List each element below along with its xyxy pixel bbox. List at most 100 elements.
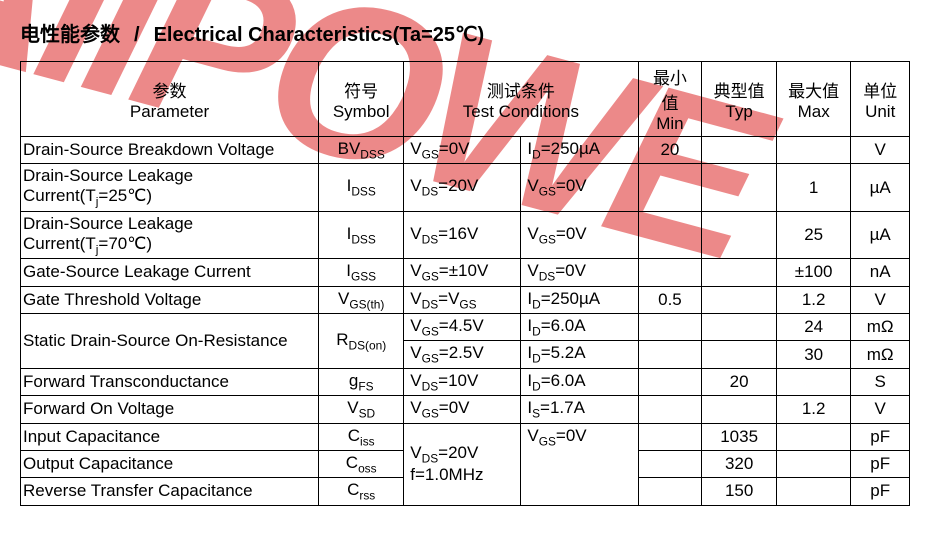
heading-en: Electrical Characteristics(Ta=25℃) xyxy=(154,22,485,47)
min-cell xyxy=(638,396,702,423)
symbol-cell: BVDSS xyxy=(319,137,404,164)
heading-cn: 电性能参数 xyxy=(20,18,120,47)
unit-cell: µA xyxy=(851,164,910,211)
col-test-conditions: 测试条件Test Conditions xyxy=(404,62,638,137)
table-header-row: 参数Parameter 符号Symbol 测试条件Test Conditions… xyxy=(21,62,910,137)
parameter-cell: Static Drain-Source On-Resistance xyxy=(21,313,319,368)
symbol-cell: RDS(on) xyxy=(319,313,404,368)
tc-cell: VGS=2.5V xyxy=(404,341,521,368)
max-cell xyxy=(776,478,851,505)
symbol-cell: IDSS xyxy=(319,211,404,258)
min-cell xyxy=(638,368,702,395)
electrical-characteristics-table: 参数Parameter 符号Symbol 测试条件Test Conditions… xyxy=(20,61,910,506)
tc-cell: ID=6.0A xyxy=(521,313,638,340)
table-row: Gate-Source Leakage Current IGSS VGS=±10… xyxy=(21,259,910,286)
parameter-cell: Gate Threshold Voltage xyxy=(21,286,319,313)
min-cell xyxy=(638,313,702,340)
typ-cell xyxy=(702,211,777,258)
heading-slash: / xyxy=(134,24,140,47)
min-cell: 20 xyxy=(638,137,702,164)
max-cell xyxy=(776,137,851,164)
col-typ: 典型值Typ xyxy=(702,62,777,137)
parameter-cell: Forward Transconductance xyxy=(21,368,319,395)
tc-cell: VGS=0V xyxy=(521,211,638,258)
parameter-cell: Gate-Source Leakage Current xyxy=(21,259,319,286)
min-cell xyxy=(638,164,702,211)
max-cell: 1.2 xyxy=(776,396,851,423)
typ-cell xyxy=(702,341,777,368)
unit-cell: V xyxy=(851,396,910,423)
symbol-cell: Coss xyxy=(319,450,404,477)
unit-cell: mΩ xyxy=(851,313,910,340)
tc-cell: VDS=20V f=1.0MHz xyxy=(404,423,521,505)
tc-cell: VDS=16V xyxy=(404,211,521,258)
tc-cell: IS=1.7A xyxy=(521,396,638,423)
table-row: Drain-Source Breakdown Voltage BVDSS VGS… xyxy=(21,137,910,164)
col-max: 最大值Max xyxy=(776,62,851,137)
symbol-cell: IGSS xyxy=(319,259,404,286)
unit-cell: µA xyxy=(851,211,910,258)
unit-cell: V xyxy=(851,137,910,164)
unit-cell: nA xyxy=(851,259,910,286)
typ-cell: 320 xyxy=(702,450,777,477)
typ-cell xyxy=(702,137,777,164)
typ-cell xyxy=(702,164,777,211)
max-cell: 24 xyxy=(776,313,851,340)
min-cell xyxy=(638,259,702,286)
tc-cell: VGS=0V xyxy=(521,423,638,505)
unit-cell: pF xyxy=(851,450,910,477)
parameter-cell: Drain-Source LeakageCurrent(Tj=70℃) xyxy=(21,211,319,258)
typ-cell xyxy=(702,313,777,340)
unit-cell: mΩ xyxy=(851,341,910,368)
tc-cell: VGS=0V xyxy=(404,396,521,423)
symbol-cell: VGS(th) xyxy=(319,286,404,313)
unit-cell: pF xyxy=(851,478,910,505)
min-cell xyxy=(638,478,702,505)
symbol-cell: Crss xyxy=(319,478,404,505)
max-cell: 30 xyxy=(776,341,851,368)
min-cell: 0.5 xyxy=(638,286,702,313)
table-row: Drain-Source LeakageCurrent(Tj=25℃) IDSS… xyxy=(21,164,910,211)
typ-cell: 1035 xyxy=(702,423,777,450)
symbol-cell: Ciss xyxy=(319,423,404,450)
tc-cell: ID=6.0A xyxy=(521,368,638,395)
parameter-cell: Drain-Source Breakdown Voltage xyxy=(21,137,319,164)
typ-cell: 150 xyxy=(702,478,777,505)
symbol-cell: gFS xyxy=(319,368,404,395)
typ-cell xyxy=(702,286,777,313)
max-cell: ±100 xyxy=(776,259,851,286)
tc-cell: VGS=0V xyxy=(521,164,638,211)
table-row: Gate Threshold Voltage VGS(th) VDS=VGS I… xyxy=(21,286,910,313)
tc-cell: ID=250µA xyxy=(521,137,638,164)
max-cell: 1 xyxy=(776,164,851,211)
tc-cell: ID=5.2A xyxy=(521,341,638,368)
table-row: Static Drain-Source On-Resistance RDS(on… xyxy=(21,313,910,340)
tc-cell: VDS=20V xyxy=(404,164,521,211)
typ-cell xyxy=(702,396,777,423)
table-row: Forward On Voltage VSD VGS=0V IS=1.7A 1.… xyxy=(21,396,910,423)
parameter-cell: Drain-Source LeakageCurrent(Tj=25℃) xyxy=(21,164,319,211)
max-cell: 25 xyxy=(776,211,851,258)
col-min: 最小值Min xyxy=(638,62,702,137)
col-unit: 单位Unit xyxy=(851,62,910,137)
section-heading: 电性能参数 / Electrical Characteristics(Ta=25… xyxy=(20,18,910,47)
max-cell: 1.2 xyxy=(776,286,851,313)
tc-cell: VDS=10V xyxy=(404,368,521,395)
tc-cell: ID=250µA xyxy=(521,286,638,313)
tc-cell: VGS=4.5V xyxy=(404,313,521,340)
col-symbol: 符号Symbol xyxy=(319,62,404,137)
parameter-cell: Output Capacitance xyxy=(21,450,319,477)
typ-cell: 20 xyxy=(702,368,777,395)
symbol-cell: VSD xyxy=(319,396,404,423)
unit-cell: pF xyxy=(851,423,910,450)
tc-cell: VDS=VGS xyxy=(404,286,521,313)
col-parameter: 参数Parameter xyxy=(21,62,319,137)
tc-cell: VDS=0V xyxy=(521,259,638,286)
min-cell xyxy=(638,211,702,258)
max-cell xyxy=(776,450,851,477)
table-row: Input Capacitance Ciss VDS=20V f=1.0MHz … xyxy=(21,423,910,450)
parameter-cell: Forward On Voltage xyxy=(21,396,319,423)
symbol-cell: IDSS xyxy=(319,164,404,211)
tc-cell: VGS=±10V xyxy=(404,259,521,286)
max-cell xyxy=(776,423,851,450)
